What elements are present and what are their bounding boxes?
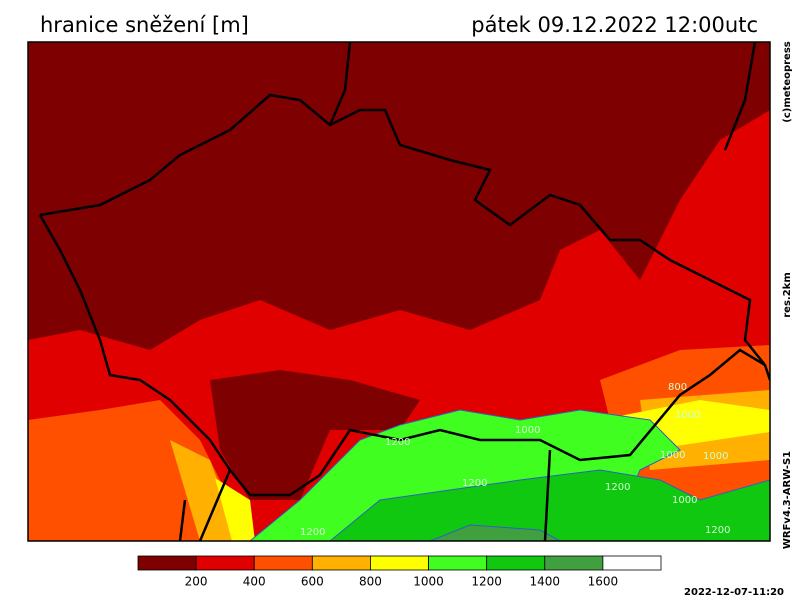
contour-label: 1200 bbox=[462, 478, 487, 489]
snow-line-field bbox=[28, 42, 770, 541]
borders bbox=[38, 42, 770, 541]
copyright: (c)meteopress bbox=[782, 41, 793, 123]
contour-label: 1200 bbox=[385, 437, 410, 448]
field-region bbox=[329, 469, 770, 541]
field-region bbox=[28, 400, 230, 541]
field-region bbox=[429, 524, 561, 541]
field-region bbox=[210, 370, 420, 500]
color-bar: 200 400 600 800 1000 1200 1400 1600 bbox=[137, 555, 662, 589]
contour-label: 1200 bbox=[300, 527, 325, 538]
color-swatch bbox=[544, 555, 604, 571]
contour-label: 1000 bbox=[660, 450, 685, 461]
color-swatch bbox=[602, 555, 662, 571]
contour-label: 1000 bbox=[675, 410, 700, 421]
contour-label: 1000 bbox=[672, 495, 697, 506]
color-bar-label: 1600 bbox=[588, 575, 619, 589]
contour-label: 1200 bbox=[605, 482, 630, 493]
model-name: WRFv4.3-ARW-S1 bbox=[782, 451, 793, 549]
color-bar-label: 600 bbox=[301, 575, 324, 589]
map-date: pátek 09.12.2022 12:00utc bbox=[471, 13, 758, 37]
resolution: res.2km bbox=[782, 272, 793, 318]
map: 1000 800 1000 1000 1200 1200 1000 1000 1… bbox=[27, 41, 771, 542]
map-frame bbox=[27, 41, 771, 542]
color-swatch bbox=[253, 555, 313, 571]
contour-labels: 1000 800 1000 1000 1200 1200 1000 1000 1… bbox=[300, 382, 730, 538]
contour-label: 1200 bbox=[705, 525, 730, 536]
color-swatch bbox=[428, 555, 488, 571]
map-title: hranice sněžení [m] bbox=[40, 13, 249, 37]
color-swatch bbox=[486, 555, 546, 571]
color-bar-label: 200 bbox=[185, 575, 208, 589]
color-bar-label: 1200 bbox=[471, 575, 502, 589]
neighbour-border bbox=[178, 42, 770, 541]
run-timestamp: 2022-12-07-11:20 bbox=[684, 587, 784, 598]
field-region bbox=[215, 478, 255, 541]
field-region bbox=[170, 440, 240, 541]
color-bar-label: 1000 bbox=[413, 575, 444, 589]
color-bar-label: 800 bbox=[359, 575, 382, 589]
color-swatch bbox=[311, 555, 371, 571]
contour-label: 1000 bbox=[515, 425, 540, 436]
color-swatch bbox=[195, 555, 255, 571]
color-bar-label: 1400 bbox=[530, 575, 561, 589]
country-border bbox=[38, 93, 766, 497]
color-swatch bbox=[137, 555, 197, 571]
color-bar-label: 400 bbox=[243, 575, 266, 589]
contour-label: 800 bbox=[668, 382, 687, 393]
contour-label: 1000 bbox=[703, 451, 728, 462]
color-swatch bbox=[370, 555, 429, 571]
